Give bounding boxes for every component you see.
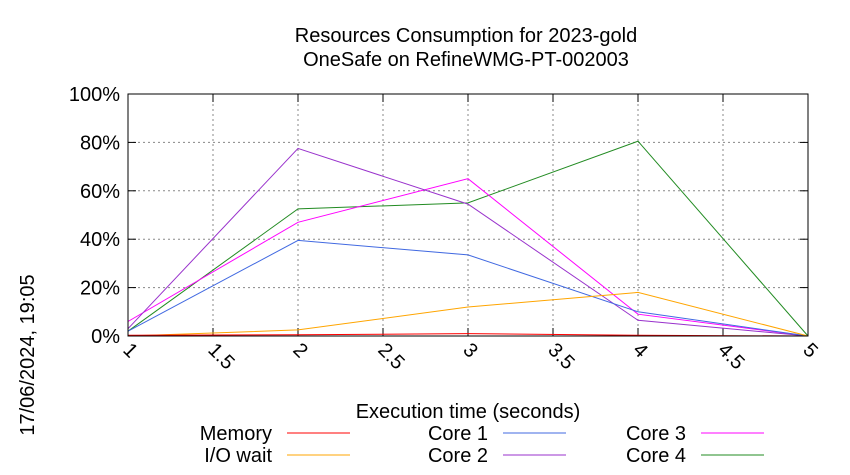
series-lines xyxy=(127,140,809,337)
x-tick-label: 5 xyxy=(798,339,821,362)
legend-label-core-3: Core 3 xyxy=(626,423,686,445)
series-line-core-2 xyxy=(127,147,809,337)
grid-lines xyxy=(128,94,808,336)
legend-label-core-2: Core 2 xyxy=(428,445,488,467)
y-tick-label: 20% xyxy=(80,278,120,300)
side-timestamp: 17/06/2024, 19:05 xyxy=(17,274,39,435)
x-tick-label: 3.5 xyxy=(543,339,578,374)
legend-label-i-o-wait: I/O wait xyxy=(204,445,272,467)
x-tick-label: 1.5 xyxy=(203,339,238,374)
series-line-core-1 xyxy=(127,239,809,337)
y-tick-label: 100% xyxy=(69,84,120,106)
legend-label-core-1: Core 1 xyxy=(428,423,488,445)
y-tick-label: 60% xyxy=(80,181,120,203)
y-axis-ticks: 0% 20% 40% 60% 80% 100% xyxy=(69,84,808,348)
x-tick-label: 1 xyxy=(118,339,141,362)
plot-border xyxy=(127,93,809,337)
legend-label-memory: Memory xyxy=(200,423,272,445)
series-line-core-3 xyxy=(127,178,809,337)
x-tick-label: 2.5 xyxy=(373,339,408,374)
x-tick-label: 2 xyxy=(288,339,311,362)
y-tick-label: 0% xyxy=(91,326,120,348)
series-line-i-o-wait xyxy=(127,291,809,337)
x-tick-label: 4 xyxy=(628,339,651,362)
y-tick-label: 40% xyxy=(80,229,120,251)
series-line-core-4 xyxy=(127,140,809,337)
legend-label-core-4: Core 4 xyxy=(626,445,686,467)
chart-subtitle: OneSafe on RefineWMG-PT-002003 xyxy=(303,49,629,71)
x-axis-label: Execution time (seconds) xyxy=(356,401,581,423)
x-tick-label: 4.5 xyxy=(713,339,748,374)
y-tick-label: 80% xyxy=(80,132,120,154)
x-tick-label: 3 xyxy=(458,339,481,362)
chart-title: Resources Consumption for 2023-gold xyxy=(295,25,637,47)
